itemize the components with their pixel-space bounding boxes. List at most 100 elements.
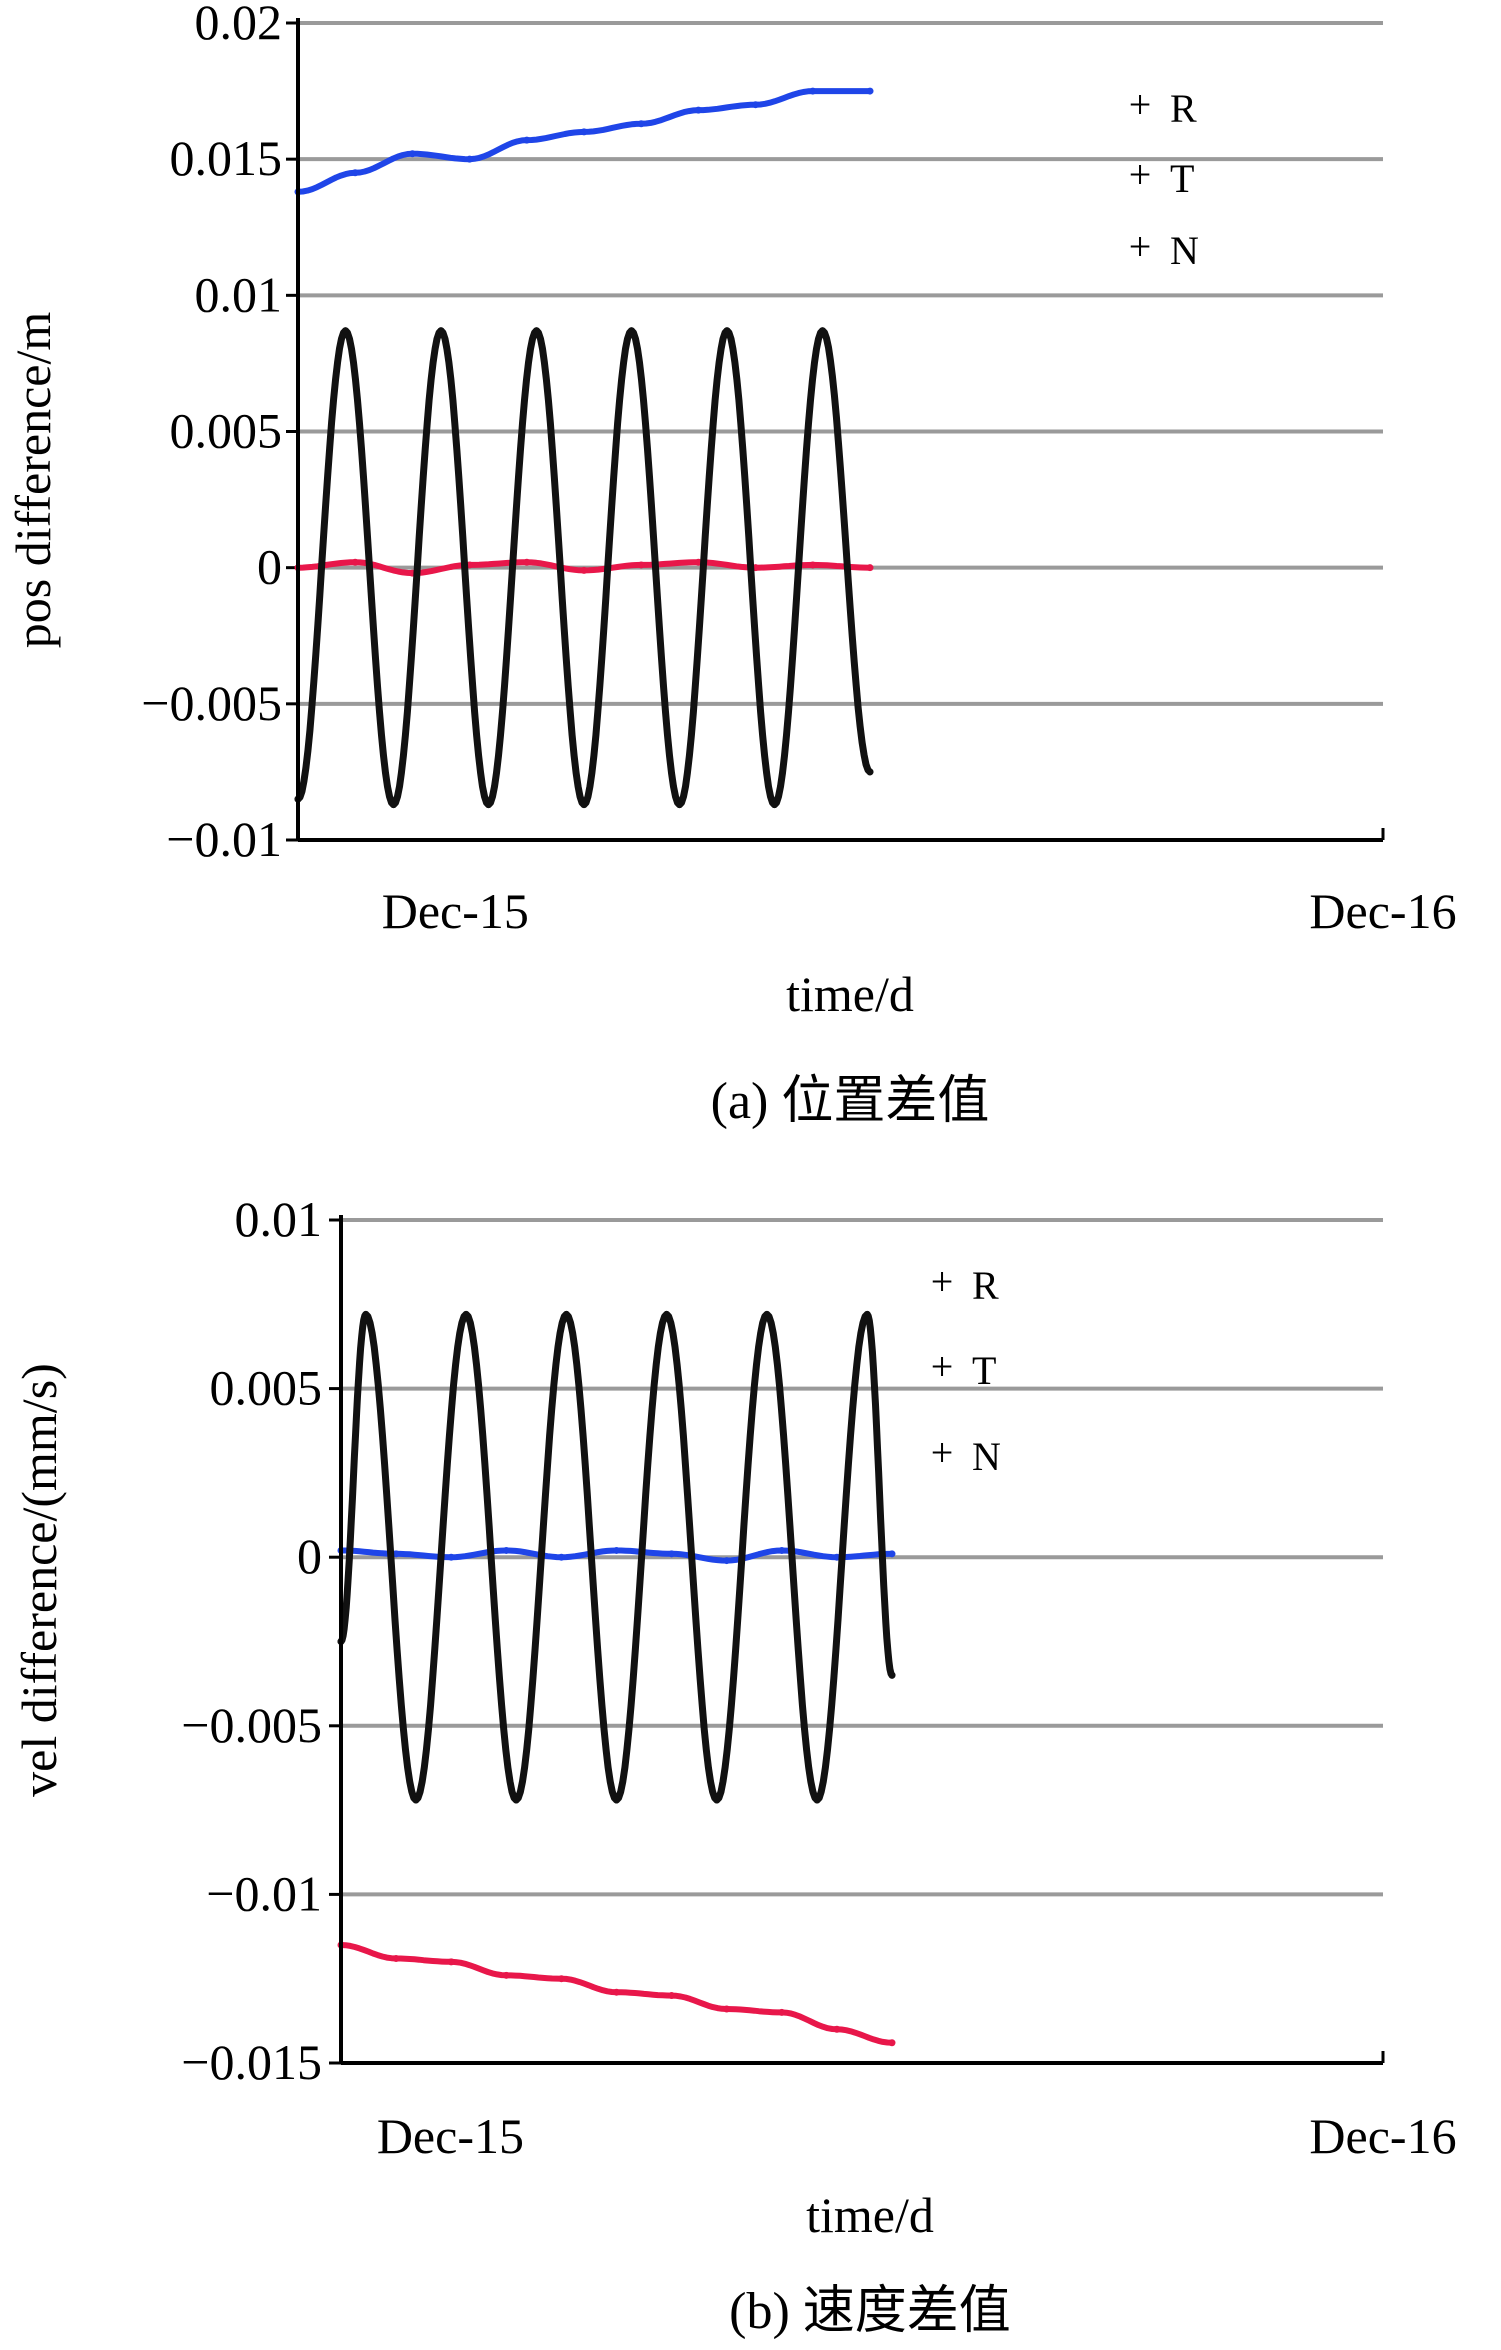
chart-a-x-axis-label: time/d xyxy=(786,966,914,1022)
chart-b-point-r xyxy=(392,1954,400,1962)
chart-a-legend-label-t: T xyxy=(1170,156,1194,201)
chart-a-point-r xyxy=(580,566,588,574)
chart-a-legend: + R+ T+ N xyxy=(1129,82,1199,273)
chart-b-legend-label-n: N xyxy=(972,1434,1001,1479)
chart-b-caption: (b) 速度差值 xyxy=(729,2283,1011,2340)
chart-a-point-r xyxy=(523,558,531,566)
chart-a-point-t xyxy=(866,87,874,95)
chart-a-point-n xyxy=(484,801,492,809)
chart-b-point-r xyxy=(723,2005,731,2013)
chart-a-point-t xyxy=(408,150,416,158)
chart-b-y-axis-label: vel difference/(mm/s) xyxy=(11,1363,67,1797)
chart-a-legend-item-r: + R xyxy=(1129,82,1197,131)
chart-b-x-axis-label: time/d xyxy=(806,2187,934,2243)
chart-a-point-n xyxy=(341,327,349,335)
chart-b-axes xyxy=(339,1215,1385,2065)
chart-b-point-r xyxy=(778,2008,786,2016)
chart-a-point-r xyxy=(637,561,645,569)
chart-b-point-t xyxy=(723,1557,731,1565)
chart-a-point-n xyxy=(770,801,778,809)
chart-b-x-ticks: Dec-15 Dec-16 xyxy=(377,2108,1457,2164)
chart-a-legend-marker-r: + xyxy=(1129,82,1152,127)
chart-b-y-tick-label: −0.01 xyxy=(206,1865,322,1921)
chart-b-point-n xyxy=(562,1310,570,1318)
chart-a-point-t xyxy=(523,136,531,144)
chart-a-x-tick-label: Dec-15 xyxy=(382,883,529,939)
chart-a-legend-label-r: R xyxy=(1170,86,1197,131)
chart-a-y-tick-label: −0.005 xyxy=(141,675,282,731)
chart-b-legend-item-n: + N xyxy=(931,1430,1001,1479)
chart-a-point-t xyxy=(466,155,474,163)
chart-b-point-n xyxy=(663,1310,671,1318)
chart-b-point-t xyxy=(447,1553,455,1561)
chart-a-point-r xyxy=(809,561,817,569)
chart-b-legend-marker-r: + xyxy=(931,1259,954,1304)
chart-a-y-tick-label: 0.02 xyxy=(195,0,283,50)
chart-b-point-n xyxy=(613,1796,620,1804)
chart-a-y-tick-label: 0.005 xyxy=(170,403,283,459)
chart-a-series-line-t xyxy=(295,88,873,195)
chart-a-point-n xyxy=(723,327,731,335)
chart-b-point-r xyxy=(502,1971,510,1979)
chart-b-y-tick-label: 0 xyxy=(297,1528,322,1584)
chart-a-point-t xyxy=(809,87,817,95)
chart-b-series xyxy=(337,1310,896,2047)
chart-b-point-t xyxy=(668,1550,676,1558)
chart-b-point-r xyxy=(888,2039,896,2047)
chart-a-y-tick-label: 0 xyxy=(257,539,282,595)
chart-a-legend-label-n: N xyxy=(1170,228,1199,273)
chart-b-point-r xyxy=(613,1988,620,1996)
chart-b-point-t xyxy=(502,1546,510,1554)
chart-a-point-n xyxy=(580,801,588,809)
chart-b-velocity-difference: 0.01 0.005 0 −0.005 −0.01 −0.015 Dec-15 Dec-16… xyxy=(11,1191,1457,2340)
chart-a-y-tick-label: −0.01 xyxy=(166,811,282,867)
chart-b-y-ticks: 0.01 0.005 0 −0.005 −0.01 −0.015 xyxy=(181,1191,322,2090)
chart-a-y-tick-label: 0.015 xyxy=(170,130,283,186)
chart-a-point-r xyxy=(866,564,874,572)
chart-b-legend-item-t: + T xyxy=(931,1344,997,1393)
chart-b-point-t xyxy=(557,1553,565,1561)
chart-b-point-r xyxy=(833,2025,841,2033)
chart-a-y-ticks: 0.02 0.015 0.01 0.005 0 −0.005 −0.01 xyxy=(141,0,282,867)
chart-a-point-r xyxy=(351,558,359,566)
chart-a-y-axis-label: pos difference/m xyxy=(5,312,61,649)
chart-a-legend-item-t: + T xyxy=(1129,152,1195,201)
chart-b-y-tick-label: −0.005 xyxy=(181,1697,322,1753)
chart-a-series xyxy=(294,87,874,809)
chart-a-legend-marker-t: + xyxy=(1129,152,1152,197)
chart-b-point-r xyxy=(557,1975,565,1983)
chart-a-x-ticks: Dec-15 Dec-16 xyxy=(382,883,1457,939)
chart-a-point-n xyxy=(866,768,874,776)
chart-a-y-tick-label: 0.01 xyxy=(195,266,283,322)
chart-b-point-n xyxy=(412,1796,420,1804)
chart-b-legend-label-r: R xyxy=(972,1263,999,1308)
chart-a-point-n xyxy=(437,327,445,335)
chart-b-legend-marker-n: + xyxy=(931,1430,954,1475)
chart-a-x-tick-label: Dec-16 xyxy=(1309,883,1456,939)
chart-a-legend-marker-n: + xyxy=(1129,224,1152,269)
chart-a-point-n xyxy=(533,327,541,335)
chart-a-point-n xyxy=(390,801,398,809)
chart-b-legend-item-r: + R xyxy=(931,1259,999,1308)
chart-b-point-n xyxy=(763,1310,771,1318)
chart-a-legend-item-n: + N xyxy=(1129,224,1199,273)
chart-a-point-n xyxy=(627,327,635,335)
chart-b-point-t xyxy=(392,1550,400,1558)
chart-b-point-n xyxy=(813,1796,821,1804)
chart-b-point-n xyxy=(362,1310,370,1318)
chart-a-point-n xyxy=(819,327,827,335)
chart-a-point-n xyxy=(676,801,684,809)
chart-b-x-tick-label: Dec-15 xyxy=(377,2108,524,2164)
chart-b-legend: + R+ T+ N xyxy=(931,1259,1001,1479)
chart-b-point-t xyxy=(888,1550,896,1558)
chart-b-y-tick-label: −0.015 xyxy=(181,2034,322,2090)
chart-a-point-t xyxy=(580,128,588,136)
chart-b-point-t xyxy=(613,1546,620,1554)
chart-a-axes xyxy=(296,18,1385,842)
chart-a-point-t xyxy=(637,120,645,128)
chart-a-caption: (a) 位置差值 xyxy=(711,1073,990,1130)
chart-b-legend-label-t: T xyxy=(972,1348,996,1393)
chart-b-x-tick-label: Dec-16 xyxy=(1309,2108,1456,2164)
